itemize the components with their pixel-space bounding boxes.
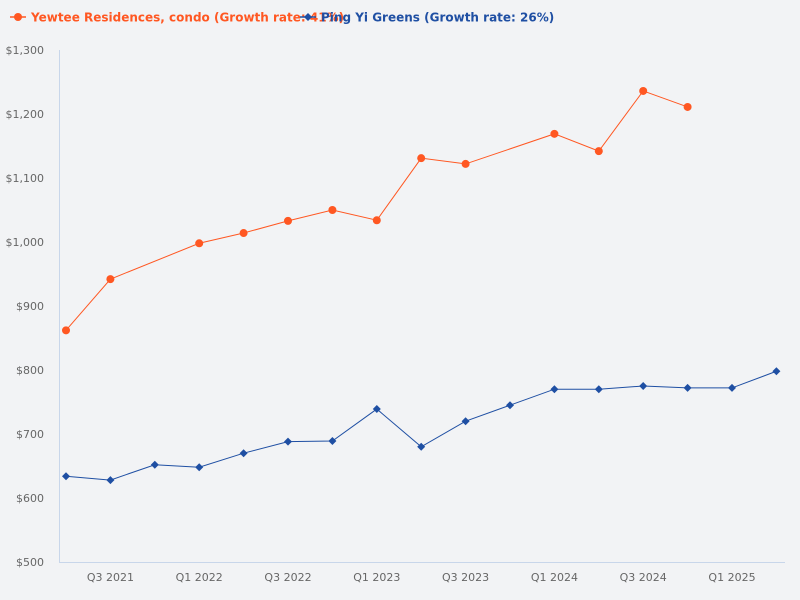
y-tick-label: $900 (16, 300, 44, 313)
data-point[interactable] (594, 147, 603, 156)
diamond-marker-icon (304, 13, 312, 21)
data-point[interactable] (683, 383, 692, 392)
data-point[interactable] (239, 229, 248, 238)
x-tick-label: Q3 2023 (442, 571, 489, 584)
data-point[interactable] (150, 460, 159, 469)
data-point[interactable] (461, 417, 470, 426)
x-tick-label: Q1 2022 (176, 571, 223, 584)
data-point[interactable] (62, 472, 70, 481)
x-tick-label: Q3 2024 (620, 571, 667, 584)
data-point[interactable] (639, 86, 648, 95)
y-tick-label: $800 (16, 364, 44, 377)
y-tick-label: $600 (16, 492, 44, 505)
data-point[interactable] (417, 442, 426, 451)
data-point[interactable] (550, 129, 559, 138)
series-group (62, 86, 781, 485)
data-point[interactable] (328, 437, 337, 446)
data-point[interactable] (328, 206, 337, 214)
data-point[interactable] (284, 437, 292, 446)
data-point[interactable] (195, 239, 204, 248)
legend-item-ping-yi[interactable]: Ping Yi Greens (Growth rate: 26%) (300, 11, 554, 25)
x-tick-label: Q1 2024 (531, 571, 578, 584)
y-tick-label: $1,300 (6, 44, 45, 57)
series-1 (62, 367, 781, 485)
data-point[interactable] (772, 367, 781, 376)
legend-label: Yewtee Residences, condo (Growth rate: 4… (30, 11, 344, 25)
x-tick-label: Q1 2025 (708, 571, 755, 584)
data-point[interactable] (417, 154, 426, 163)
y-tick-label: $700 (16, 428, 44, 441)
legend: Yewtee Residences, condo (Growth rate: 4… (10, 11, 554, 25)
data-point[interactable] (594, 385, 603, 394)
data-point[interactable] (683, 102, 692, 111)
legend-item-yewtee[interactable]: Yewtee Residences, condo (Growth rate: 4… (10, 11, 344, 25)
data-point[interactable] (372, 405, 381, 414)
data-point[interactable] (62, 326, 70, 335)
data-point[interactable] (550, 385, 559, 394)
data-point[interactable] (372, 216, 381, 225)
x-tick-label: Q3 2022 (264, 571, 311, 584)
data-point[interactable] (639, 382, 648, 390)
x-tick-label: Q1 2023 (353, 571, 400, 584)
legend-label: Ping Yi Greens (Growth rate: 26%) (321, 11, 554, 25)
data-point[interactable] (506, 401, 514, 410)
y-tick-label: $1,200 (6, 108, 45, 121)
series-line (65, 370, 777, 481)
data-point[interactable] (239, 449, 248, 458)
x-axis-ticks: Q3 2021 Q1 2022 Q3 2022 Q1 2023 Q3 2023 Q1 20… (87, 571, 756, 584)
data-point[interactable] (284, 216, 292, 225)
data-point[interactable] (195, 463, 204, 472)
series-line (65, 90, 688, 331)
data-point[interactable] (106, 476, 115, 485)
data-point[interactable] (461, 159, 470, 168)
data-point[interactable] (106, 275, 115, 284)
circle-marker-icon (14, 13, 22, 21)
series-0 (62, 86, 692, 335)
x-tick-label: Q3 2021 (87, 571, 134, 584)
data-point[interactable] (728, 383, 736, 392)
y-tick-label: $500 (16, 556, 44, 569)
y-axis-ticks: $500 $600 $700 $800 $900 $1,000 $1,100 $1,200 $1… (6, 44, 45, 569)
y-tick-label: $1,000 (6, 236, 45, 249)
y-tick-label: $1,100 (6, 172, 45, 185)
